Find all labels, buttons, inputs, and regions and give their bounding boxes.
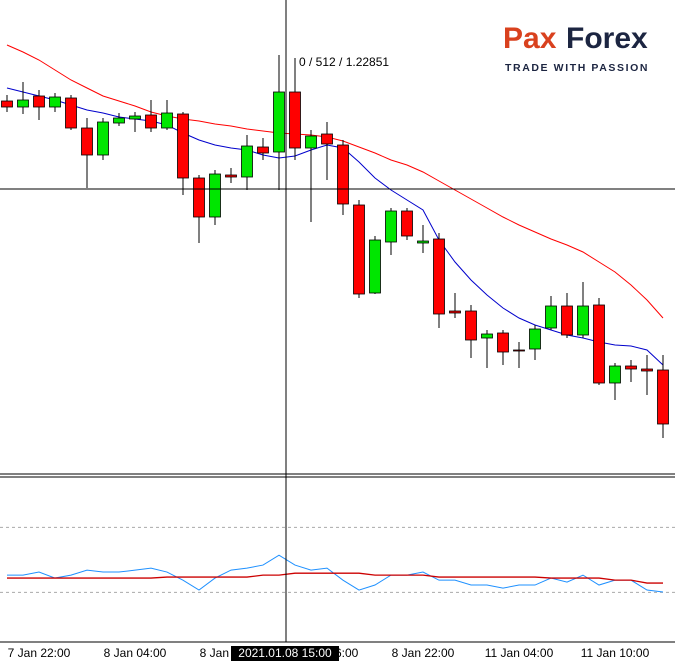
x-tick-label: 7 Jan 22:00 bbox=[8, 646, 71, 660]
moving-average bbox=[6, 87, 664, 366]
candle-body bbox=[497, 332, 509, 353]
candle-body bbox=[273, 91, 285, 153]
crosshair-price-label: 0 / 512 / 1.22851 bbox=[299, 55, 389, 69]
candle-body bbox=[481, 333, 493, 339]
candle-body bbox=[17, 99, 29, 108]
candle-body bbox=[401, 210, 413, 237]
candle-body bbox=[641, 368, 653, 372]
candle-body bbox=[529, 328, 541, 350]
candle-body bbox=[129, 115, 141, 120]
candle-body bbox=[449, 310, 461, 314]
candle-body bbox=[81, 127, 93, 156]
candle-body bbox=[289, 91, 301, 149]
candle-body bbox=[161, 112, 173, 129]
crosshair: 0 / 512 / 1.22851 2021.01.08 15:00 bbox=[231, 55, 389, 661]
candle-body bbox=[49, 96, 61, 108]
candle-body bbox=[33, 95, 45, 108]
candle-body bbox=[257, 146, 269, 154]
indicator-line bbox=[7, 554, 664, 593]
moving-average bbox=[6, 44, 664, 319]
candle-body bbox=[145, 114, 157, 129]
candle-body bbox=[113, 117, 125, 124]
candle-body bbox=[177, 113, 189, 179]
candle-body bbox=[65, 97, 77, 129]
candle-body bbox=[225, 174, 237, 178]
candle-body bbox=[561, 305, 573, 336]
x-tick-label: 11 Jan 04:00 bbox=[485, 646, 554, 660]
candle-body bbox=[369, 239, 381, 294]
logo-brand-right: Forex bbox=[566, 22, 648, 55]
candle-body bbox=[241, 145, 253, 178]
logo-tagline: TRADE WITH PASSION bbox=[505, 62, 649, 74]
candle-body bbox=[657, 369, 669, 425]
candle-body bbox=[337, 144, 349, 205]
candle-body bbox=[417, 240, 429, 244]
logo-brand-left: Pax bbox=[503, 22, 557, 55]
candle-body bbox=[305, 135, 317, 149]
candle-body bbox=[545, 305, 557, 329]
candle-body bbox=[385, 210, 397, 243]
price-pane bbox=[0, 44, 675, 438]
candle-body bbox=[97, 121, 109, 156]
candle-body bbox=[625, 365, 637, 370]
candle-body bbox=[513, 349, 525, 352]
indicator-line bbox=[7, 572, 663, 584]
candle-body bbox=[1, 100, 13, 108]
candle-body bbox=[209, 173, 221, 218]
crosshair-time-box bbox=[231, 646, 339, 661]
x-tick-label: 8 Jan 22:00 bbox=[392, 646, 455, 660]
x-tick-label: 8 Jan 04:00 bbox=[104, 646, 167, 660]
indicator-pane bbox=[0, 526, 675, 593]
candle-body bbox=[609, 365, 621, 384]
candle-body bbox=[465, 310, 477, 341]
candle-body bbox=[433, 238, 445, 315]
x-tick-label: 11 Jan 10:00 bbox=[581, 646, 650, 660]
crosshair-time-label: 2021.01.08 15:00 bbox=[238, 646, 332, 660]
candle-body bbox=[193, 177, 205, 218]
candle-body bbox=[321, 133, 333, 145]
candle-body bbox=[353, 204, 365, 295]
logo: Pax Forex TRADE WITH PASSION bbox=[503, 22, 649, 74]
candle-body bbox=[593, 304, 605, 384]
x-axis-labels: 7 Jan 22:008 Jan 04:008 Jan 10:008 Jan 1… bbox=[8, 646, 650, 660]
candle-body bbox=[577, 305, 589, 336]
